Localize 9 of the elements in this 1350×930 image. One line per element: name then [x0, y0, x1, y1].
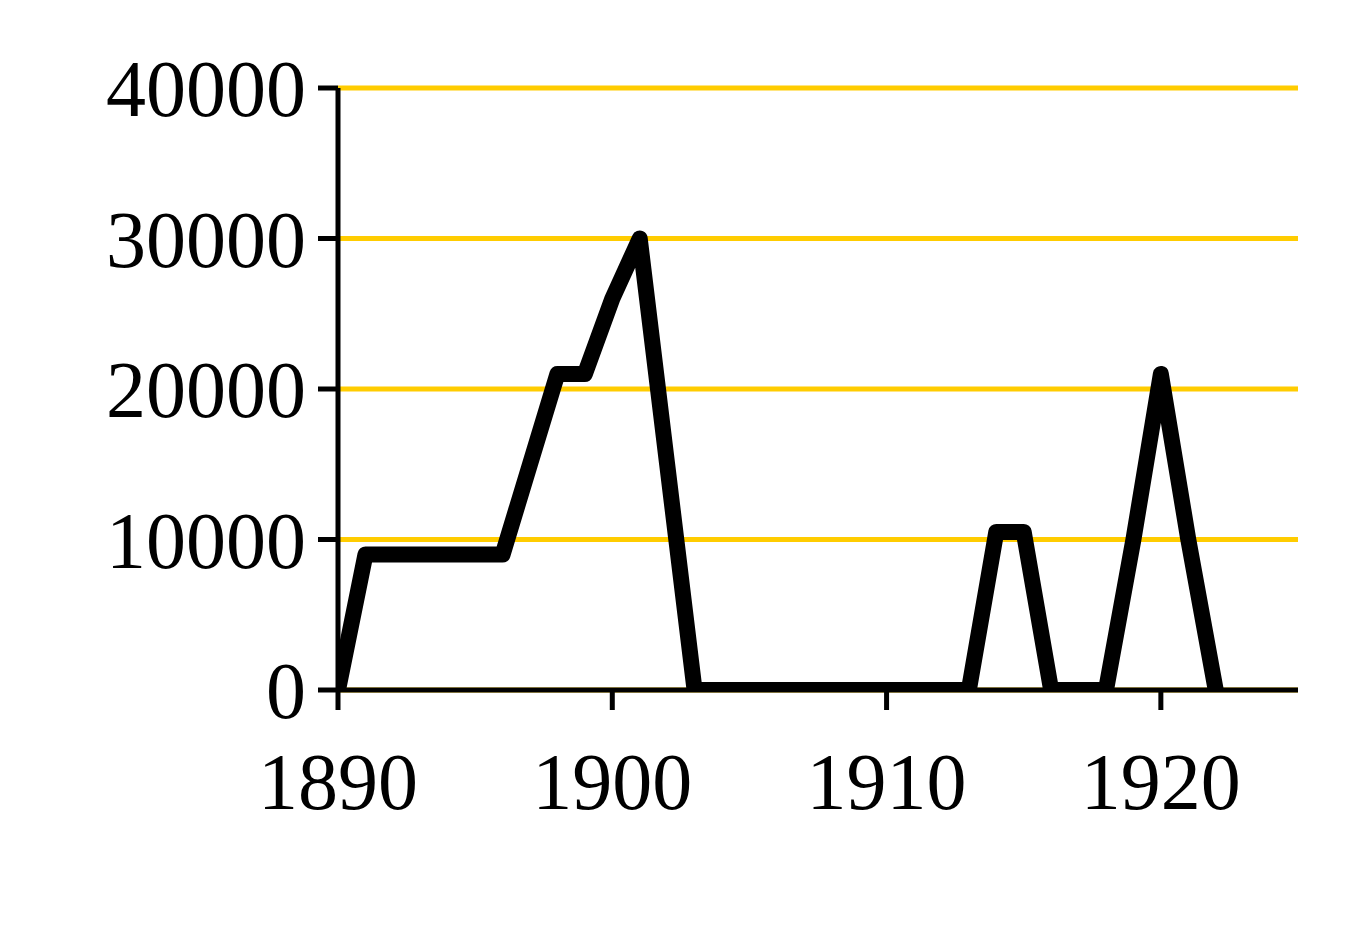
- x-tick-label: 1920: [1080, 737, 1241, 826]
- y-tick-label: 30000: [106, 195, 306, 284]
- y-tick-label: 20000: [106, 346, 306, 435]
- y-tick-label: 10000: [106, 496, 306, 585]
- x-tick-label: 1900: [532, 737, 693, 826]
- y-tick-label: 0: [266, 647, 306, 736]
- x-tick-label: 1890: [258, 737, 418, 826]
- x-tick-label: 1910: [806, 737, 967, 826]
- y-tick-label: 40000: [106, 45, 306, 134]
